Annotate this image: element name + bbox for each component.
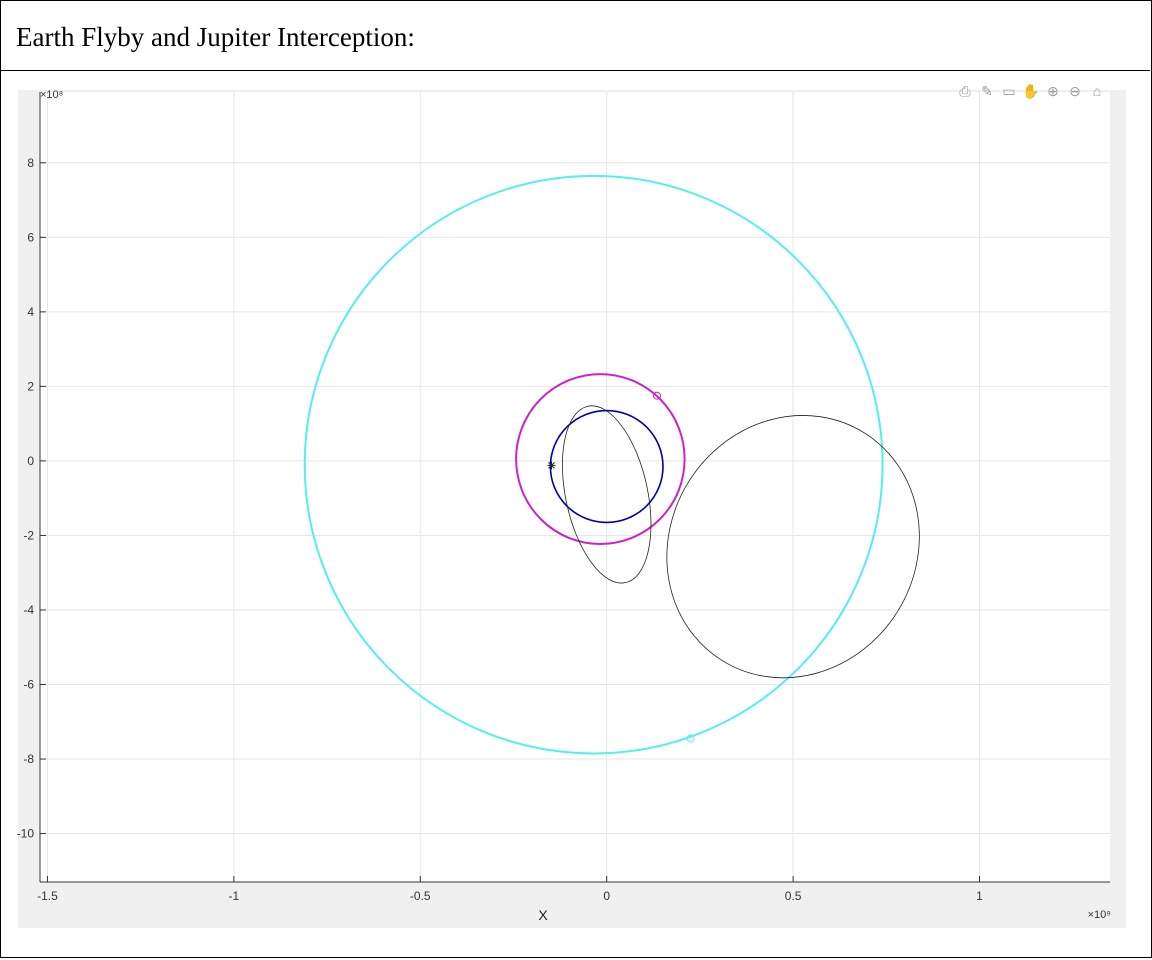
mars-orbit bbox=[515, 373, 686, 546]
home-icon[interactable]: ⌂ bbox=[1092, 83, 1102, 99]
x-tick-label: 1 bbox=[976, 889, 983, 903]
zoom-in-icon[interactable]: ⊕ bbox=[1047, 83, 1059, 99]
trajectory-orbit-3 bbox=[562, 405, 652, 584]
departure-marker bbox=[547, 461, 556, 470]
mars-position-marker bbox=[653, 391, 662, 400]
x-exponent-label: ×10⁹ bbox=[1088, 909, 1111, 921]
y-tick-label: 4 bbox=[27, 305, 34, 319]
y-tick-label: 6 bbox=[27, 230, 34, 244]
axes-toolbar: ⎙ ✎ ▭ ✋ ⊕ ⊖ ⌂ bbox=[955, 80, 1107, 102]
y-exponent-label: ×10⁸ bbox=[40, 89, 63, 101]
y-tick-label: 0 bbox=[27, 454, 34, 468]
y-tick-label: -10 bbox=[17, 827, 35, 841]
page-title: Earth Flyby and Jupiter Interception: bbox=[16, 22, 415, 52]
x-tick-label: 0 bbox=[603, 889, 610, 903]
zoom-out-icon[interactable]: ⊖ bbox=[1069, 83, 1081, 99]
y-tick-label: -8 bbox=[23, 752, 34, 766]
x-tick-label: 0.5 bbox=[785, 889, 802, 903]
brush-icon[interactable]: ✎ bbox=[981, 83, 993, 99]
page-header: Earth Flyby and Jupiter Interception: bbox=[0, 0, 1150, 71]
datatip-icon[interactable]: ▭ bbox=[1002, 83, 1016, 99]
export-icon[interactable]: ⎙ bbox=[959, 83, 971, 99]
y-tick-label: -4 bbox=[23, 603, 34, 617]
x-tick-label: -1 bbox=[229, 889, 240, 903]
jupiter-orbit bbox=[303, 174, 884, 755]
jupiter-position-marker bbox=[686, 734, 695, 743]
plot-area bbox=[40, 92, 1110, 882]
y-tick-label: 8 bbox=[27, 156, 34, 170]
y-tick-label: 2 bbox=[27, 379, 34, 393]
x-tick-label: -0.5 bbox=[410, 889, 431, 903]
trajectory-orbit-4 bbox=[666, 415, 920, 679]
y-tick-label: -2 bbox=[23, 528, 34, 542]
pan-icon[interactable]: ✋ bbox=[1022, 83, 1040, 99]
x-axis-label: X bbox=[538, 907, 548, 923]
x-tick-label: -1.5 bbox=[37, 889, 58, 903]
y-tick-label: -6 bbox=[23, 678, 34, 692]
